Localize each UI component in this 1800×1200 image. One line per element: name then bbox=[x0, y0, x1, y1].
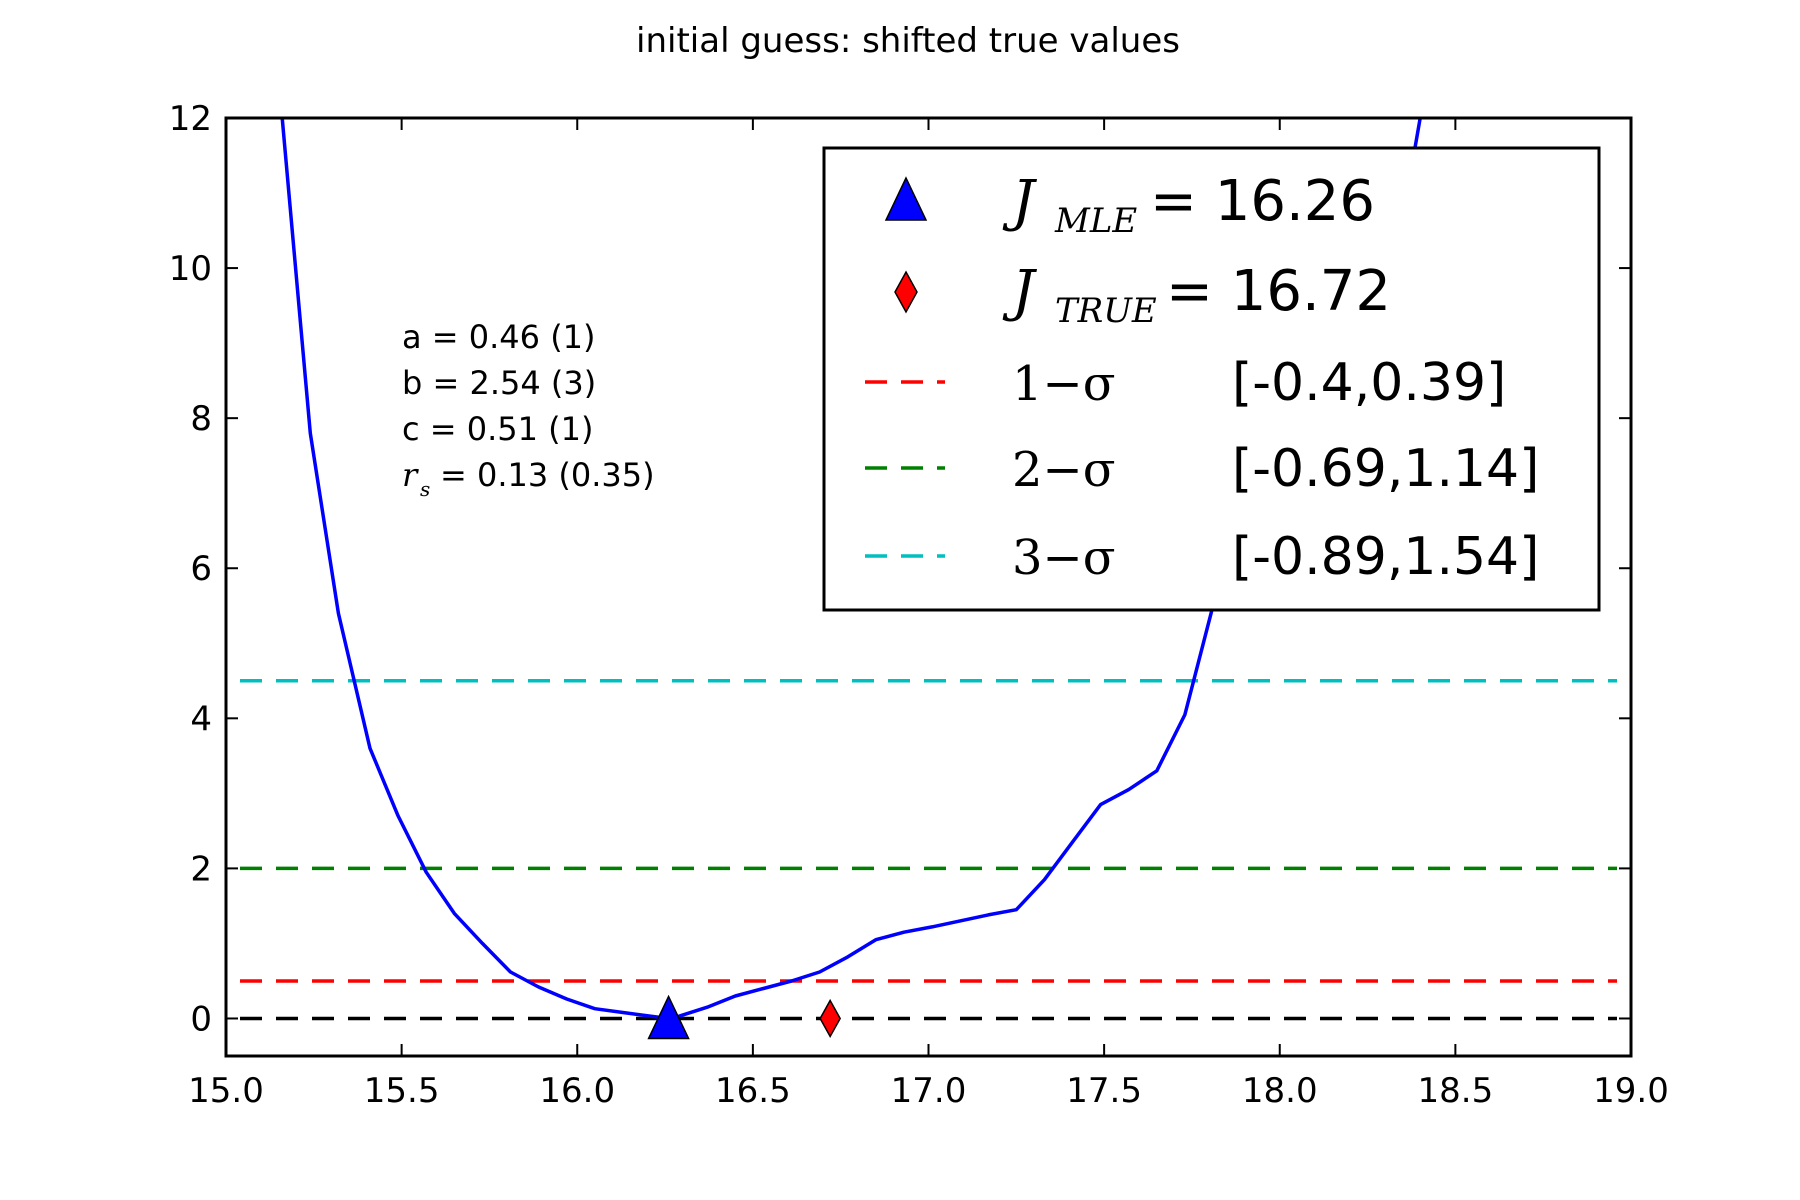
legend-marker-mle-triangle bbox=[884, 176, 928, 221]
x-tick-label: 18.5 bbox=[1418, 1071, 1494, 1111]
parameter-annotation: a = 0.46 (1) b = 2.54 (3) c = 0.51 (1) r… bbox=[402, 318, 655, 501]
x-tick-label: 15.5 bbox=[364, 1071, 440, 1111]
plot-markers bbox=[647, 994, 842, 1040]
legend-value-mle: = 16.26 bbox=[1150, 169, 1375, 234]
y-tick-label: 8 bbox=[190, 399, 212, 439]
marker-mle-triangle bbox=[647, 994, 690, 1040]
marker-true-diamond bbox=[819, 998, 842, 1039]
y-tick-label: 4 bbox=[190, 699, 212, 739]
legend-label-1sigma: 1−σ bbox=[1012, 356, 1116, 412]
y-tick-label: 0 bbox=[190, 999, 212, 1039]
legend-range-1sigma: [-0.4,0.39] bbox=[1232, 353, 1506, 413]
annotation-rs: = 0.13 (0.35) bbox=[440, 456, 655, 494]
annotation-rs-subscript: s bbox=[420, 477, 430, 501]
legend-range-3sigma: [-0.89,1.54] bbox=[1232, 527, 1539, 587]
annotation-rs-symbol: r bbox=[402, 456, 419, 494]
legend-marker-true-diamond bbox=[894, 270, 918, 314]
annotation-a: a = 0.46 (1) bbox=[402, 318, 596, 356]
x-tick-label: 16.5 bbox=[715, 1071, 791, 1111]
legend-range-2sigma: [-0.69,1.14] bbox=[1232, 439, 1539, 499]
x-tick-label: 17.0 bbox=[891, 1071, 967, 1111]
x-tick-label: 15.0 bbox=[188, 1071, 264, 1111]
annotation-b: b = 2.54 (3) bbox=[402, 364, 596, 402]
legend-box bbox=[822, 146, 1601, 612]
legend-value-true: = 16.72 bbox=[1166, 259, 1391, 324]
x-tick-label: 19.0 bbox=[1593, 1071, 1669, 1111]
y-tick-label: 10 bbox=[169, 249, 212, 289]
x-tick-label: 18.0 bbox=[1242, 1071, 1318, 1111]
annotation-c: c = 0.51 (1) bbox=[402, 410, 594, 448]
x-tick-label: 17.5 bbox=[1066, 1071, 1142, 1111]
y-tick-label: 2 bbox=[190, 849, 212, 889]
chart-title: initial guess: shifted true values bbox=[636, 21, 1180, 61]
y-tick-label: 6 bbox=[190, 549, 212, 589]
legend-label-2sigma: 2−σ bbox=[1012, 442, 1116, 498]
axis-ticks: 15.0 15.5 16.0 16.5 17.0 17.5 18.0 18.5 19.0 0 2 4 6… bbox=[169, 99, 1669, 1111]
legend: J MLE = 16.26 J TRUE = 16.72 1−σ [-0.4,0… bbox=[822, 146, 1601, 612]
x-tick-label: 16.0 bbox=[539, 1071, 615, 1111]
legend-label-3sigma: 3−σ bbox=[1012, 530, 1116, 586]
y-tick-label: 12 bbox=[169, 99, 212, 139]
legend-subscript-true: TRUE bbox=[1055, 291, 1157, 331]
legend-subscript-mle: MLE bbox=[1054, 201, 1137, 241]
